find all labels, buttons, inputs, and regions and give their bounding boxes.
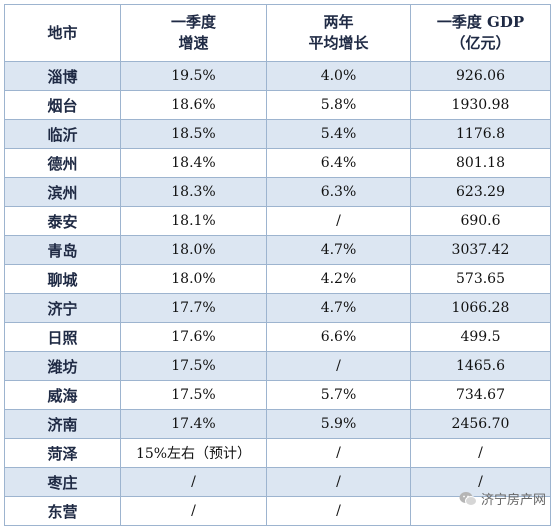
- cell-city: 菏泽: [4, 438, 121, 468]
- table-row: 滨州 18.3% 6.3% 623.29: [4, 177, 551, 207]
- header-city: 地市: [4, 4, 121, 62]
- cell-two-year-avg: 6.4%: [266, 148, 411, 178]
- cell-growth: 17.4%: [120, 409, 267, 439]
- table-row: 济宁 17.7% 4.7% 1066.28: [4, 293, 551, 323]
- cell-two-year-avg: /: [266, 438, 411, 468]
- table-row: 临沂 18.5% 5.4% 1176.8: [4, 119, 551, 149]
- gdp-table: 地市 一季度 增速 两年 平均增长 一季度 GDP （亿元） 淄博 19.5% 4.…: [4, 4, 551, 526]
- table-header-row: 地市 一季度 增速 两年 平均增长 一季度 GDP （亿元）: [4, 4, 551, 62]
- cell-gdp: /: [410, 438, 551, 468]
- cell-two-year-avg: /: [266, 206, 411, 236]
- cell-city: 青岛: [4, 235, 121, 265]
- cell-city: 威海: [4, 380, 121, 410]
- cell-two-year-avg: /: [266, 351, 411, 381]
- cell-growth: 18.0%: [120, 264, 267, 294]
- table-row: 淄博 19.5% 4.0% 926.06: [4, 61, 551, 91]
- table-row: 烟台 18.6% 5.8% 1930.98: [4, 90, 551, 120]
- wechat-icon: [459, 491, 477, 507]
- cell-city: 日照: [4, 322, 121, 352]
- cell-city: 烟台: [4, 90, 121, 120]
- cell-gdp: /: [410, 467, 551, 497]
- cell-gdp: 573.65: [410, 264, 551, 294]
- cell-city: 潍坊: [4, 351, 121, 381]
- gdp-table-container: 地市 一季度 增速 两年 平均增长 一季度 GDP （亿元） 淄博 19.5% 4.…: [4, 4, 551, 526]
- cell-gdp: 623.29: [410, 177, 551, 207]
- cell-two-year-avg: 4.2%: [266, 264, 411, 294]
- cell-two-year-avg: 5.4%: [266, 119, 411, 149]
- cell-growth: 17.7%: [120, 293, 267, 323]
- cell-gdp: 690.6: [410, 206, 551, 236]
- cell-city: 淄博: [4, 61, 121, 91]
- cell-city: 泰安: [4, 206, 121, 236]
- cell-city: 济南: [4, 409, 121, 439]
- cell-two-year-avg: 6.3%: [266, 177, 411, 207]
- cell-growth: 15%左右（预计）: [120, 438, 267, 468]
- watermark-text: 济宁房产网: [480, 493, 546, 508]
- cell-growth: 18.4%: [120, 148, 267, 178]
- cell-city: 东营: [4, 496, 121, 526]
- header-gdp: 一季度 GDP （亿元）: [410, 4, 551, 62]
- table-row: 枣庄 / / /: [4, 467, 551, 497]
- table-row: 济南 17.4% 5.9% 2456.70: [4, 409, 551, 439]
- table-row: 菏泽 15%左右（预计） / /: [4, 438, 551, 468]
- cell-growth: /: [120, 496, 267, 526]
- cell-two-year-avg: 4.7%: [266, 235, 411, 265]
- cell-gdp: 1465.6: [410, 351, 551, 381]
- table-row: 日照 17.6% 6.6% 499.5: [4, 322, 551, 352]
- cell-gdp: 801.18: [410, 148, 551, 178]
- cell-growth: 18.3%: [120, 177, 267, 207]
- cell-gdp: 499.5: [410, 322, 551, 352]
- cell-gdp: 926.06: [410, 61, 551, 91]
- cell-growth: 17.5%: [120, 351, 267, 381]
- cell-city: 聊城: [4, 264, 121, 294]
- cell-two-year-avg: 5.8%: [266, 90, 411, 120]
- cell-gdp: 2456.70: [410, 409, 551, 439]
- cell-growth: 18.0%: [120, 235, 267, 265]
- cell-two-year-avg: /: [266, 467, 411, 497]
- table-row: 潍坊 17.5%/1465.6: [4, 351, 551, 381]
- cell-city: 滨州: [4, 177, 121, 207]
- cell-growth: 19.5%: [120, 61, 267, 91]
- cell-two-year-avg: 4.0%: [266, 61, 411, 91]
- cell-growth: /: [120, 467, 267, 497]
- table-row: 威海 17.5% 5.7% 734.67: [4, 380, 551, 410]
- table-row: 青岛 18.0% 4.7% 3037.42: [4, 235, 551, 265]
- cell-city: 德州: [4, 148, 121, 178]
- cell-gdp: 1930.98: [410, 90, 551, 120]
- header-two-year-avg: 两年 平均增长: [266, 4, 411, 62]
- cell-city: 济宁: [4, 293, 121, 323]
- watermark: 济宁房产网: [459, 489, 546, 508]
- cell-two-year-avg: /: [266, 496, 411, 526]
- cell-two-year-avg: 4.7%: [266, 293, 411, 323]
- cell-gdp: 1176.8: [410, 119, 551, 149]
- table-row: 德州 18.4% 6.4% 801.18: [4, 148, 551, 178]
- cell-city: 临沂: [4, 119, 121, 149]
- table-row: 泰安 18.1%/690.6: [4, 206, 551, 236]
- cell-growth: 18.1%: [120, 206, 267, 236]
- cell-gdp: 734.67: [410, 380, 551, 410]
- header-growth: 一季度 增速: [120, 4, 267, 62]
- cell-growth: 18.5%: [120, 119, 267, 149]
- cell-gdp: 1066.28: [410, 293, 551, 323]
- cell-growth: 18.6%: [120, 90, 267, 120]
- cell-growth: 17.5%: [120, 380, 267, 410]
- cell-two-year-avg: 5.9%: [266, 409, 411, 439]
- cell-two-year-avg: 5.7%: [266, 380, 411, 410]
- table-row: 聊城 18.0% 4.2% 573.65: [4, 264, 551, 294]
- cell-gdp: 3037.42: [410, 235, 551, 265]
- cell-growth: 17.6%: [120, 322, 267, 352]
- cell-city: 枣庄: [4, 467, 121, 497]
- cell-two-year-avg: 6.6%: [266, 322, 411, 352]
